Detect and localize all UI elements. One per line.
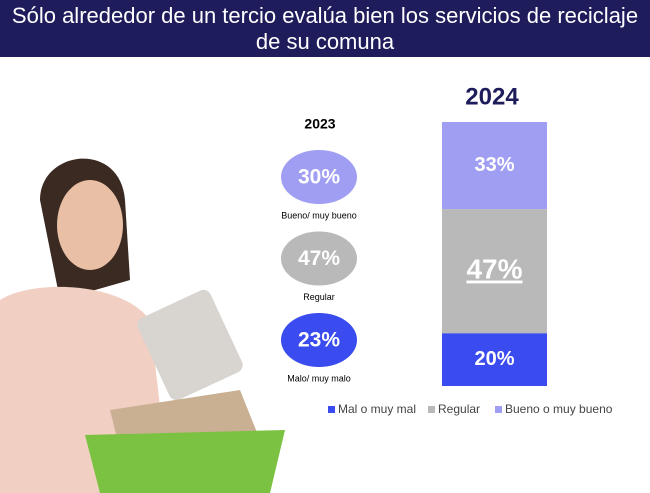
bar-segment [442,333,547,386]
rating-value: 23% [298,329,340,352]
rating-value: 47% [298,247,340,270]
rating-ellipse [281,231,357,286]
photo [0,158,285,493]
legend-label: Regular [438,402,480,416]
header-title: Sólo alrededor de un tercio evalúa bien … [0,0,650,57]
rating-label: Malo/ muy malo [287,373,351,383]
rating-label: Regular [303,292,335,302]
bar-segment [442,209,547,334]
legend-swatch [428,406,435,413]
segment-label: 33% [474,154,514,176]
segment-label: 47% [466,254,522,285]
rating-ellipse [281,150,357,204]
panel-title: 2024 [465,83,519,110]
rating-value: 30% [298,166,340,189]
legend-label: Bueno o muy bueno [505,402,613,416]
panel-title: 2023 [304,116,335,132]
segment-label: 20% [474,348,514,370]
rating-ellipse [281,313,357,367]
rating-label: Bueno/ muy bueno [281,210,357,220]
bar-segment [442,122,547,210]
legend-swatch [328,406,335,413]
legend-label: Mal o muy mal [338,402,416,416]
legend-swatch [495,406,502,413]
